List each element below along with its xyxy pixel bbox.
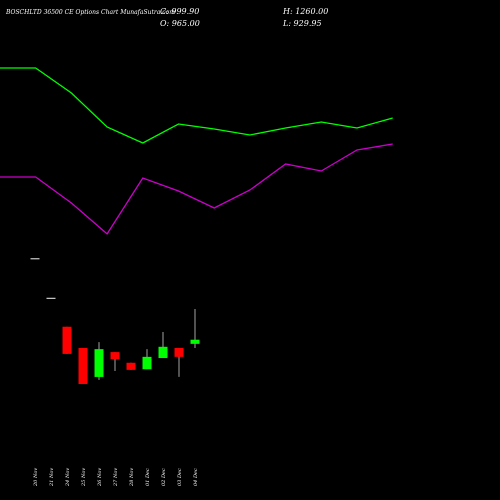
close-label: C: 999.90 — [160, 7, 199, 16]
candle-body — [126, 362, 136, 370]
x-tick-label: 03 Dec — [177, 468, 183, 486]
x-tick-label: 24 Nov — [65, 468, 71, 487]
candle-body — [190, 339, 200, 344]
candle-body — [158, 346, 168, 359]
x-tick-label: 25 Nov — [81, 468, 87, 487]
x-tick-label: 21 Nov — [49, 468, 55, 487]
x-tick-label: 27 Nov — [113, 468, 119, 487]
candle-body — [30, 258, 40, 260]
chart-title: BOSCHLTD 36500 CE Options Chart MunafaSu… — [5, 9, 175, 16]
x-tick-label: 28 Nov — [129, 468, 135, 487]
open-label: O: 965.00 — [160, 19, 200, 28]
x-tick-label: 01 Dec — [145, 468, 151, 486]
candle-body — [174, 347, 184, 357]
candle-body — [110, 352, 120, 360]
line — [0, 67, 393, 144]
candle-body — [62, 326, 72, 354]
x-tick-label: 26 Nov — [97, 468, 103, 487]
line — [0, 143, 393, 235]
high-label: H: 1260.00 — [282, 7, 328, 16]
low-label: L: 929.95 — [282, 19, 322, 28]
candle-body — [78, 347, 88, 385]
x-tick-label: 04 Dec — [193, 468, 199, 486]
candle-body — [46, 297, 56, 299]
x-tick-label: 20 Nov — [33, 468, 39, 487]
x-tick-label: 02 Dec — [161, 468, 167, 486]
candle-body — [94, 349, 104, 377]
candle-body — [142, 356, 152, 370]
